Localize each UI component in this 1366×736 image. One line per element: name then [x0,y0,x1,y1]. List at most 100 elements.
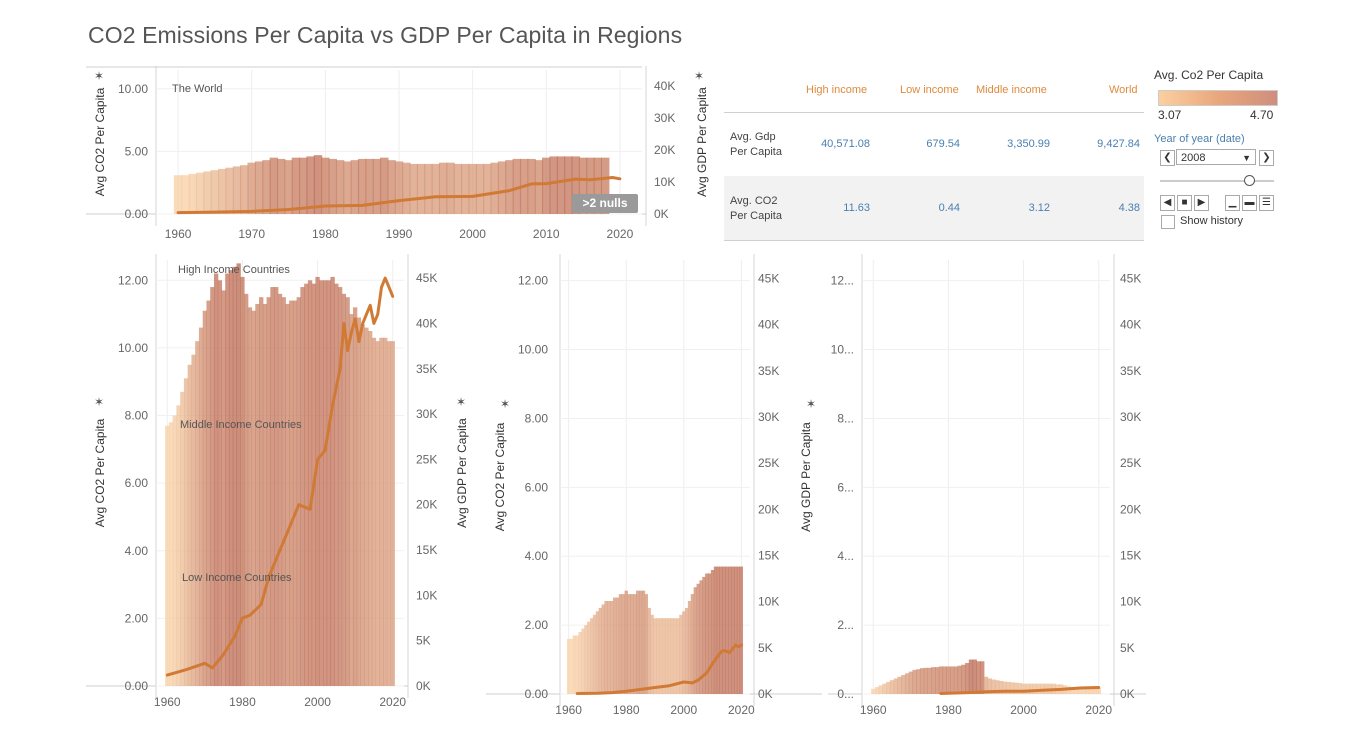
middle-income-chart-panel[interactable]: 0.00 2.00 4.00 6.00 8.00 10.00 12.00 0K 5K 10K 15K… [486,248,822,726]
region-annotation: Low Income Countries [182,572,292,584]
speed-slow-button[interactable]: ▁ [1225,195,1240,211]
co2-bar [319,280,324,686]
prev-year-button[interactable]: ❮ [1160,150,1175,166]
co2-bar [1006,681,1011,694]
co2-bar [572,635,577,694]
y-axis-title: Avg CO2 Per Capita [93,87,107,196]
legend-title: Avg. Co2 Per Capita [1154,68,1264,82]
co2-bar [676,618,680,694]
gdp-middle-income[interactable]: 3,350.99 [1007,138,1050,150]
co2-bar [244,293,249,686]
co2-bar [731,566,735,694]
year-slider-track[interactable] [1160,180,1274,182]
co2-bar [708,573,712,694]
co2-bar [636,590,640,694]
co2-bar [375,341,380,686]
right-tick-label: 10K [416,588,437,602]
co2-bar [183,378,189,686]
co2-bar [710,570,715,694]
co2-bar [549,156,558,214]
co2-bar [1021,683,1026,694]
dashboard-title: CO2 Emissions Per Capita vs GDP Per Capi… [88,22,683,48]
co2-bar [1028,683,1034,694]
co2-bar [255,303,260,686]
co2-bar [980,661,985,694]
right-tick-label: 0K [758,687,773,701]
co2-bar [1017,682,1022,694]
co2-low-income[interactable]: 0.44 [938,202,960,214]
co2-bar [380,157,389,214]
co2-bar [571,156,580,214]
gdp-low-income[interactable]: 679.54 [926,138,960,150]
co2-bar [221,290,226,686]
gdp-world[interactable]: 9,427.84 [1097,138,1140,150]
x-tick-label: 1960 [555,703,582,717]
null-indicator-badge[interactable]: >2 nulls [572,194,638,213]
co2-bar [595,611,600,694]
co2-bar [180,391,185,686]
co2-bar [438,162,448,214]
speed-fast-button[interactable]: ☰ [1259,195,1274,211]
right-tick-label: 40K [654,79,675,93]
co2-bar [217,280,223,686]
co2-bar [659,618,663,694]
co2-bar [379,337,384,686]
co2-bar [1096,687,1101,694]
play-back-button[interactable]: ◀ [1160,195,1175,211]
co2-bar [266,297,271,686]
co2-bar [578,157,588,214]
co2-bar [343,161,352,214]
play-forward-button[interactable]: ▶ [1194,195,1209,211]
col-header-world: World [1109,84,1138,96]
low-income-chart-panel[interactable]: 0... 2... 4... 6... 8... 10... 12... 0K 5K 10K 15K… [792,248,1152,726]
co2-bar [699,580,703,694]
co2-middle-income[interactable]: 3.12 [1028,202,1050,214]
income-chart-panel[interactable]: 0.00 2.00 4.00 6.00 8.00 10.00 12.00 0K 5K 10K 15K… [86,248,486,716]
right-tick-label: 20K [654,143,675,157]
right-tick-label: 25K [758,456,779,470]
speed-medium-button[interactable]: ▬ [1242,195,1257,211]
year-select[interactable]: 2008 ▼ [1176,149,1256,165]
x-tick-label: 1990 [386,227,413,241]
x-tick-label: 2020 [728,703,755,717]
x-tick-label: 2000 [459,227,486,241]
co2-bar [251,310,256,686]
stop-button[interactable]: ■ [1177,195,1192,211]
co2-bar [247,307,253,686]
x-tick-label: 2000 [1010,703,1037,717]
co2-bar [497,161,507,214]
co2-bar [592,614,597,694]
co2-high-income[interactable]: 11.63 [843,202,870,214]
color-legend[interactable]: Avg. Co2 Per Capita 3.07 4.70 [1154,68,1284,122]
co2-bar [705,573,709,694]
co2-bar [578,632,582,694]
co2-world[interactable]: 4.38 [1118,202,1140,214]
co2-bar [534,160,544,214]
co2-bar [976,661,981,694]
co2-bar [1092,687,1098,694]
show-history-checkbox[interactable] [1161,215,1175,229]
gdp-high-income[interactable]: 40,571.08 [821,138,870,150]
next-year-button[interactable]: ❯ [1259,150,1274,166]
right-tick-label: 35K [416,362,437,376]
co2-bar [328,158,337,214]
co2-bar [934,667,940,694]
pin-icon: ✶ [500,397,510,411]
right-tick-label: 25K [416,452,437,466]
year-slider-handle[interactable] [1244,175,1255,186]
right-tick-label: 40K [416,316,437,330]
co2-bar [345,297,350,686]
co2-bar [961,664,966,694]
co2-bar [1070,687,1075,694]
co2-bar [277,293,283,686]
co2-bar [584,625,588,694]
left-tick-label: 10.00 [118,82,148,96]
co2-bar [587,621,591,694]
y2-axis-title: Avg GDP Per Capita [455,418,469,528]
co2-bar [259,297,264,686]
co2-bar [919,668,925,694]
co2-bar [638,590,643,694]
chevron-right-icon: ❯ [1262,152,1271,163]
world-chart-panel[interactable]: 0.00 5.00 10.00 0K 10K 20K 30K 40K 1960 1970 1980 1… [86,66,726,246]
right-tick-label: 45K [758,271,779,285]
